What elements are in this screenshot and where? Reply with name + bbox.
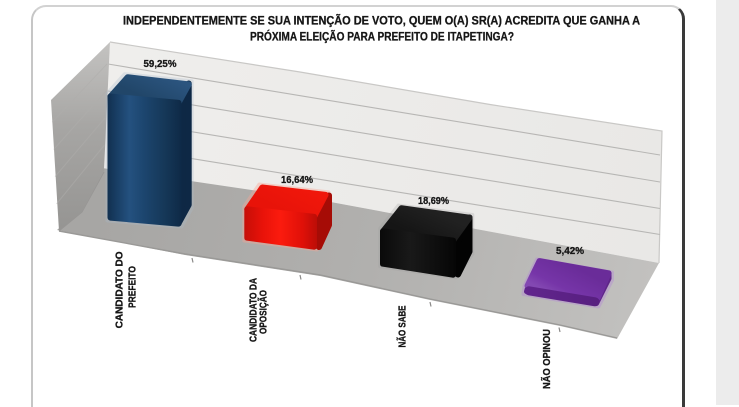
svg-text:NÃO SABE: NÃO SABE: [396, 305, 409, 347]
svg-text:INDEPENDENTEMENTE SE SUA INTEN: INDEPENDENTEMENTE SE SUA INTENÇÃO DE VOT…: [123, 12, 640, 27]
svg-text:5,42%: 5,42%: [556, 245, 585, 257]
svg-text:CANDIDATO DO: CANDIDATO DO: [115, 251, 126, 328]
svg-text:PRÓXIMA ELEIÇÃO PARA PREFEITO: PRÓXIMA ELEIÇÃO PARA PREFEITO DE ITAPETI…: [250, 28, 514, 43]
svg-text:CANDIDATO DA: CANDIDATO DA: [249, 278, 260, 342]
svg-text:OPOSIÇÃO: OPOSIÇÃO: [257, 290, 270, 334]
svg-text:16,64%: 16,64%: [281, 174, 314, 186]
svg-text:59,25%: 59,25%: [144, 58, 178, 70]
svg-text:18,69%: 18,69%: [418, 195, 450, 207]
svg-text:PREFEITO: PREFEITO: [128, 266, 139, 308]
svg-text:NÃO OPINOU: NÃO OPINOU: [540, 329, 553, 389]
